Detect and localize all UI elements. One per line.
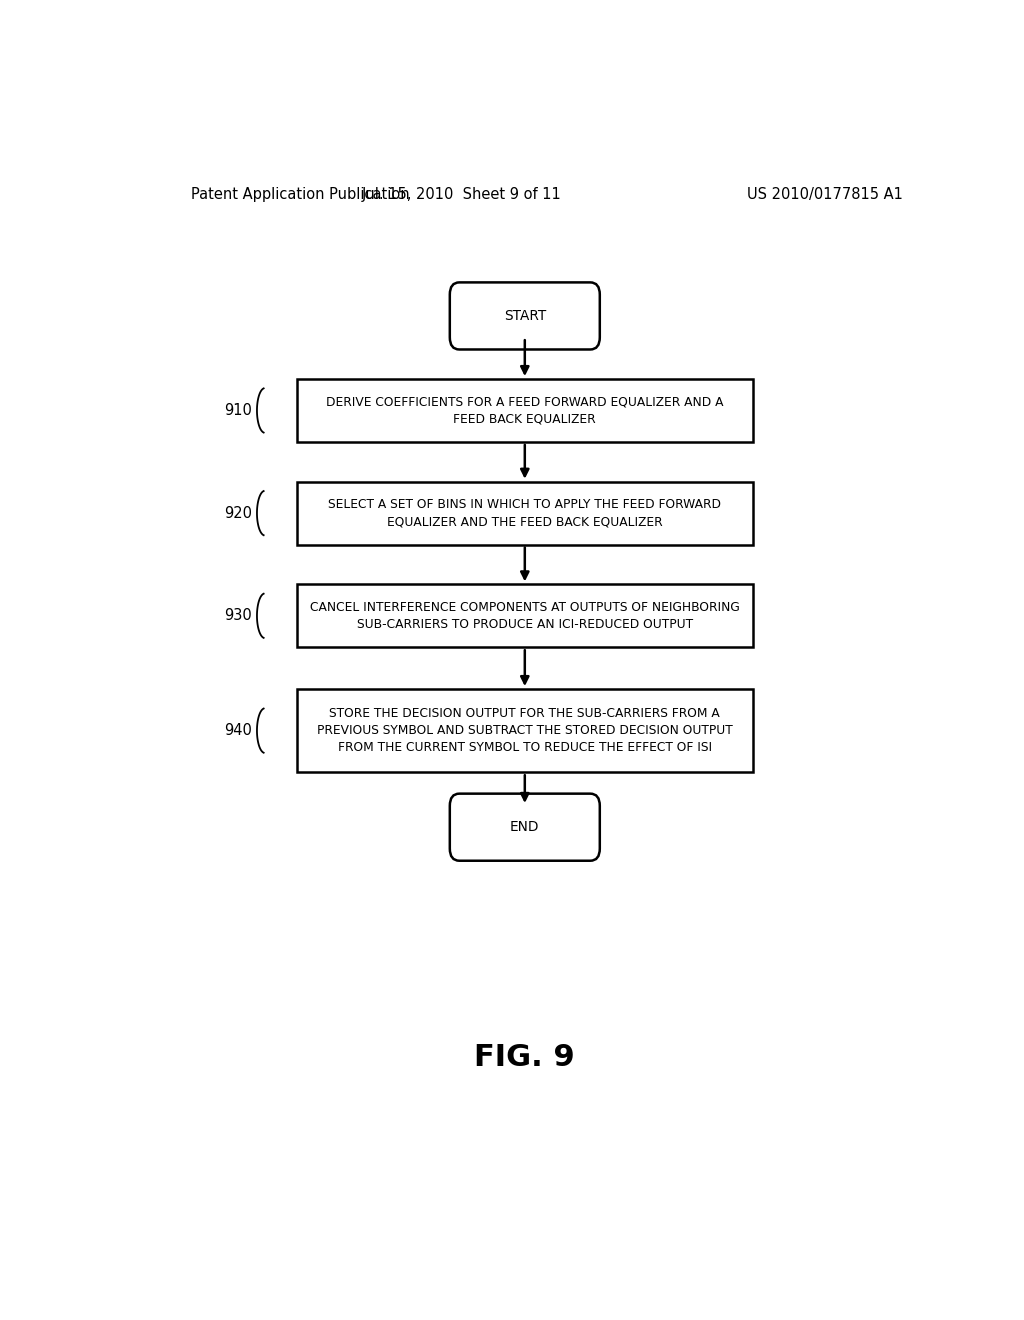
Text: 920: 920 xyxy=(224,506,252,520)
Text: STORE THE DECISION OUTPUT FOR THE SUB-CARRIERS FROM A
PREVIOUS SYMBOL AND SUBTRA: STORE THE DECISION OUTPUT FOR THE SUB-CA… xyxy=(316,708,733,754)
Text: FIG. 9: FIG. 9 xyxy=(474,1043,575,1072)
FancyBboxPatch shape xyxy=(297,482,753,545)
Text: Patent Application Publication: Patent Application Publication xyxy=(191,187,411,202)
Text: 930: 930 xyxy=(224,609,252,623)
Text: 910: 910 xyxy=(224,403,252,418)
Text: START: START xyxy=(504,309,546,323)
Text: END: END xyxy=(510,820,540,834)
Text: US 2010/0177815 A1: US 2010/0177815 A1 xyxy=(748,187,903,202)
Text: 940: 940 xyxy=(224,723,252,738)
FancyBboxPatch shape xyxy=(297,379,753,442)
Text: DERIVE COEFFICIENTS FOR A FEED FORWARD EQUALIZER AND A
FEED BACK EQUALIZER: DERIVE COEFFICIENTS FOR A FEED FORWARD E… xyxy=(326,396,724,425)
FancyBboxPatch shape xyxy=(450,793,600,861)
FancyBboxPatch shape xyxy=(297,585,753,647)
Text: Jul. 15, 2010  Sheet 9 of 11: Jul. 15, 2010 Sheet 9 of 11 xyxy=(361,187,561,202)
Text: CANCEL INTERFERENCE COMPONENTS AT OUTPUTS OF NEIGHBORING
SUB-CARRIERS TO PRODUCE: CANCEL INTERFERENCE COMPONENTS AT OUTPUT… xyxy=(310,601,739,631)
FancyBboxPatch shape xyxy=(450,282,600,350)
FancyBboxPatch shape xyxy=(297,689,753,772)
Text: SELECT A SET OF BINS IN WHICH TO APPLY THE FEED FORWARD
EQUALIZER AND THE FEED B: SELECT A SET OF BINS IN WHICH TO APPLY T… xyxy=(329,498,721,528)
